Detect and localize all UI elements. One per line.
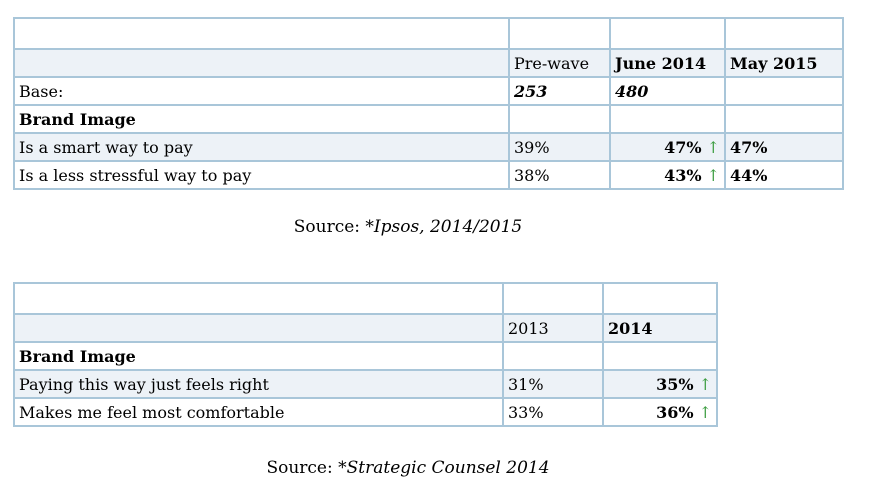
table-row xyxy=(13,282,718,315)
section-label: Brand Image xyxy=(13,104,510,134)
trend-up-arrow-icon: ↑ xyxy=(706,137,720,157)
table-row-less-stressful: Is a less stressful way to pay 38% 43% ↑ … xyxy=(13,160,844,190)
value-2014: 36% xyxy=(656,402,694,422)
empty-cell xyxy=(724,104,844,134)
value-2013: 33% xyxy=(502,397,604,427)
table-row xyxy=(13,17,844,50)
table-row-feels-right: Paying this way just feels right 31% 35%… xyxy=(13,369,718,399)
column-header-2014: 2014 xyxy=(602,313,718,343)
empty-cell xyxy=(502,341,604,371)
row-label: Is a smart way to pay xyxy=(13,132,510,162)
empty-cell xyxy=(602,341,718,371)
trend-up-arrow-icon: ↑ xyxy=(698,402,712,422)
value-pre-wave: 38% xyxy=(508,160,611,190)
value-may-2015: 47% xyxy=(724,132,844,162)
empty-cell xyxy=(609,104,726,134)
empty-cell xyxy=(609,17,726,50)
source-citation-text: *Strategic Counsel 2014 xyxy=(338,458,550,478)
trend-up-arrow-icon: ↑ xyxy=(698,374,712,394)
source-citation-text: *Ipsos, 2014/2015 xyxy=(365,217,523,237)
table-header-row: Pre-wave June 2014 May 2015 xyxy=(13,48,844,78)
table-row-smart-way-to-pay: Is a smart way to pay 39% 47% ↑ 47% xyxy=(13,132,844,162)
source-prefix: Source: xyxy=(293,217,366,237)
empty-cell xyxy=(502,282,604,315)
column-header-2013: 2013 xyxy=(502,313,604,343)
value-2014: 35% xyxy=(656,374,694,394)
value-june-2014: 47% xyxy=(664,137,702,157)
column-header-may-2015: May 2015 xyxy=(724,48,844,78)
base-label: Base: xyxy=(13,76,510,106)
empty-cell xyxy=(602,282,718,315)
empty-cell xyxy=(13,17,510,50)
column-header-june-2014: June 2014 xyxy=(609,48,726,78)
base-row: Base: 253 480 xyxy=(13,76,844,106)
value-pre-wave: 39% xyxy=(508,132,611,162)
brand-image-table-strategic-counsel: 2013 2014 Brand Image Paying this way ju… xyxy=(13,282,718,427)
empty-cell xyxy=(724,17,844,50)
source-prefix: Source: xyxy=(266,458,339,478)
base-value-june-2014: 480 xyxy=(609,76,726,106)
empty-cell xyxy=(13,313,504,343)
value-may-2015: 44% xyxy=(724,160,844,190)
empty-cell xyxy=(13,282,504,315)
source-citation-strategic-counsel: Source: *Strategic Counsel 2014 xyxy=(13,458,803,478)
empty-cell xyxy=(508,17,611,50)
base-value-pre-wave: 253 xyxy=(508,76,611,106)
trend-up-arrow-icon: ↑ xyxy=(706,165,720,185)
brand-image-table-ipsos: Pre-wave June 2014 May 2015 Base: 253 48… xyxy=(13,17,844,190)
value-2013: 31% xyxy=(502,369,604,399)
row-label: Is a less stressful way to pay xyxy=(13,160,510,190)
value-june-2014: 43% xyxy=(664,165,702,185)
table-row-most-comfortable: Makes me feel most comfortable 33% 36% ↑ xyxy=(13,397,718,427)
document-content: Pre-wave June 2014 May 2015 Base: 253 48… xyxy=(13,17,878,478)
section-header-row: Brand Image xyxy=(13,341,718,371)
row-label: Paying this way just feels right xyxy=(13,369,504,399)
table-header-row: 2013 2014 xyxy=(13,313,718,343)
source-citation-ipsos: Source: *Ipsos, 2014/2015 xyxy=(13,217,803,237)
empty-cell xyxy=(508,104,611,134)
empty-cell xyxy=(13,48,510,78)
column-header-pre-wave: Pre-wave xyxy=(508,48,611,78)
spacer xyxy=(13,237,878,282)
empty-cell xyxy=(724,76,844,106)
row-label: Makes me feel most comfortable xyxy=(13,397,504,427)
section-header-row: Brand Image xyxy=(13,104,844,134)
section-label: Brand Image xyxy=(13,341,504,371)
